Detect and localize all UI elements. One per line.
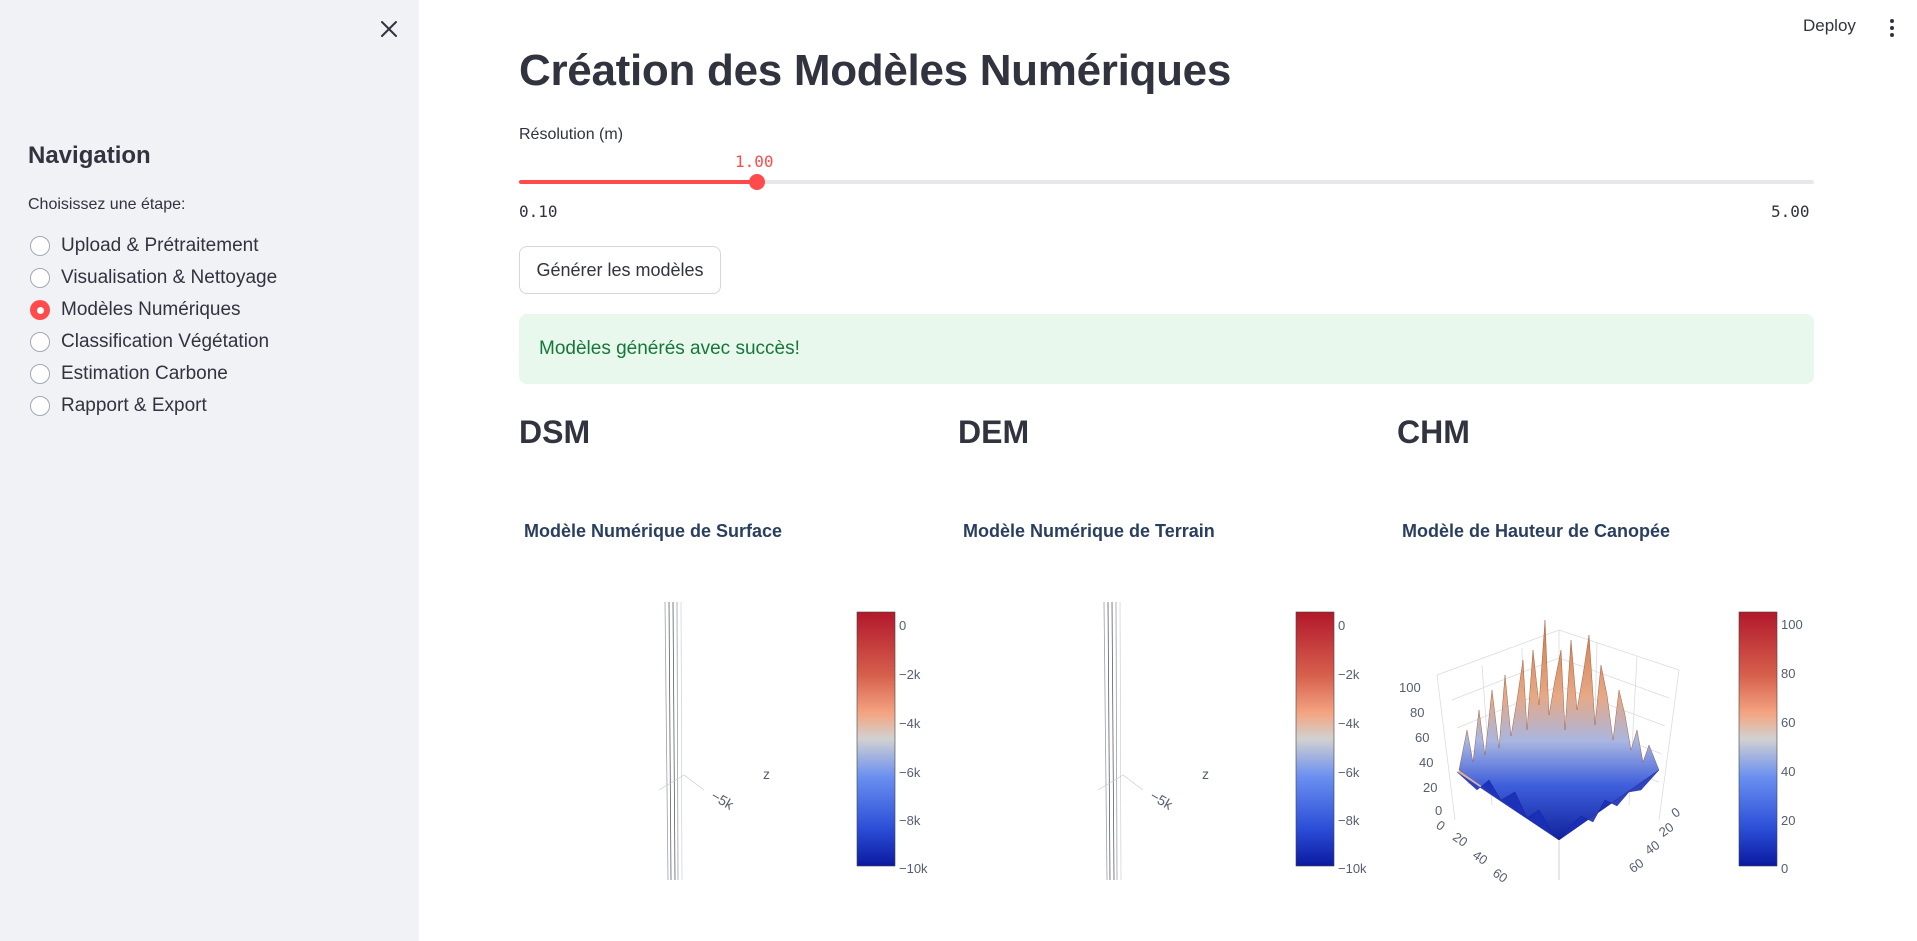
radio-label: Visualisation & Nettoyage — [61, 267, 278, 288]
radio-button-icon — [30, 396, 50, 416]
slider-current-value: 1.00 — [735, 152, 774, 171]
radio-button-icon — [30, 364, 50, 384]
dem-colorbar-tick: −4k — [1338, 716, 1360, 731]
chm-heading: CHM — [1397, 414, 1470, 450]
chm-surface-front — [1456, 769, 1660, 841]
chm-colorbar-tick: 60 — [1781, 715, 1796, 730]
dsm-colorbar-tick: −10k — [899, 861, 928, 876]
radio-visualisation[interactable]: Visualisation & Nettoyage — [30, 262, 277, 294]
main-menu-button[interactable] — [1886, 18, 1898, 38]
chm-colorbar-tick: 40 — [1781, 764, 1796, 779]
chm-colorbar-tick: 0 — [1781, 861, 1789, 876]
close-sidebar-button[interactable] — [376, 16, 402, 42]
slider-thumb[interactable] — [748, 174, 765, 190]
chm-plot[interactable]: Modèle de Hauteur de Canopée — [1397, 500, 1817, 886]
chm-z-tick: 20 — [1423, 780, 1438, 795]
chm-colorbar-tick: 80 — [1781, 666, 1796, 681]
dem-colorbar-tick: 0 — [1338, 618, 1346, 633]
radio-label: Upload & Prétraitement — [61, 235, 259, 256]
radio-modeles[interactable]: Modèles Numériques — [30, 294, 277, 326]
chm-colorbar — [1738, 611, 1778, 867]
dsm-plot[interactable]: Modèle Numérique de Surface — [519, 500, 939, 880]
success-alert: Modèles générés avec succès! — [519, 314, 1814, 384]
chm-plot-title: Modèle de Hauteur de Canopée — [1402, 521, 1671, 541]
dem-plot-title: Modèle Numérique de Terrain — [963, 521, 1215, 541]
dem-colorbar-tick: −6k — [1338, 765, 1360, 780]
dsm-colorbar-tick: 0 — [899, 618, 907, 633]
chm-colorbar-tick: 20 — [1781, 813, 1796, 828]
radio-upload[interactable]: Upload & Prétraitement — [30, 230, 277, 262]
radio-label: Estimation Carbone — [61, 363, 228, 384]
dsm-colorbar-tick: −6k — [899, 765, 921, 780]
radio-button-icon — [30, 332, 50, 352]
radio-label: Rapport & Export — [61, 395, 207, 416]
dem-z-axis-label: z — [1202, 766, 1209, 782]
sidebar-subtitle: Choisissez une étape: — [28, 196, 186, 213]
chm-colorbar-tick: 100 — [1781, 617, 1803, 632]
dsm-plot-title: Modèle Numérique de Surface — [524, 521, 783, 541]
slider-min-label: 0.10 — [519, 202, 558, 221]
slider-max-label: 5.00 — [1771, 202, 1810, 221]
chm-z-tick: 60 — [1415, 730, 1430, 745]
deploy-button[interactable]: Deploy — [1803, 16, 1856, 35]
chm-3d-surface — [1436, 611, 1778, 880]
radio-button-icon — [30, 236, 50, 256]
sidebar: Navigation Choisissez une étape: Upload … — [0, 0, 419, 941]
dsm-heading: DSM — [519, 414, 591, 450]
slider-label: Résolution (m) — [519, 126, 624, 143]
dsm-colorbar-tick: −4k — [899, 716, 921, 731]
slider-fill — [519, 180, 757, 184]
chm-surface-peaks — [1458, 619, 1660, 841]
close-icon — [381, 21, 397, 37]
radio-button-icon — [30, 268, 50, 288]
dsm-scene-lines — [658, 601, 705, 880]
sidebar-title: Navigation — [28, 142, 151, 169]
dem-plot[interactable]: Modèle Numérique de Terrain — [958, 500, 1378, 880]
radio-label: Modèles Numériques — [61, 299, 241, 320]
step-radio-group: Upload & Prétraitement Visualisation & N… — [30, 230, 277, 422]
more-vertical-icon — [1890, 19, 1894, 37]
resolution-slider[interactable] — [519, 174, 1814, 190]
dem-colorbar — [1295, 611, 1335, 867]
dem-colorbar-tick: −8k — [1338, 813, 1360, 828]
radio-rapport[interactable]: Rapport & Export — [30, 390, 277, 422]
dsm-colorbar-tick: −8k — [899, 813, 921, 828]
radio-classification[interactable]: Classification Végétation — [30, 326, 277, 358]
dem-colorbar-tick: −2k — [1338, 667, 1360, 682]
chm-z-tick: 40 — [1419, 755, 1434, 770]
page-title: Création des Modèles Numériques — [519, 46, 1231, 95]
dem-colorbar-tick: −10k — [1338, 861, 1367, 876]
dem-heading: DEM — [958, 414, 1030, 450]
dem-3d-surface — [1097, 601, 1335, 880]
generate-models-button[interactable]: Générer les modèles — [519, 246, 721, 294]
chm-z-tick: 80 — [1410, 705, 1425, 720]
dem-scene-lines — [1097, 601, 1144, 880]
dsm-z-axis-label: z — [763, 766, 770, 782]
radio-label: Classification Végétation — [61, 331, 270, 352]
dsm-colorbar — [856, 611, 896, 867]
dsm-colorbar-tick: −2k — [899, 667, 921, 682]
radio-button-checked-icon — [30, 300, 50, 320]
radio-carbone[interactable]: Estimation Carbone — [30, 358, 277, 390]
success-message: Modèles générés avec succès! — [539, 338, 800, 359]
chm-z-tick: 0 — [1435, 803, 1443, 818]
chm-z-tick: 100 — [1399, 680, 1421, 695]
dsm-3d-surface — [658, 601, 896, 880]
